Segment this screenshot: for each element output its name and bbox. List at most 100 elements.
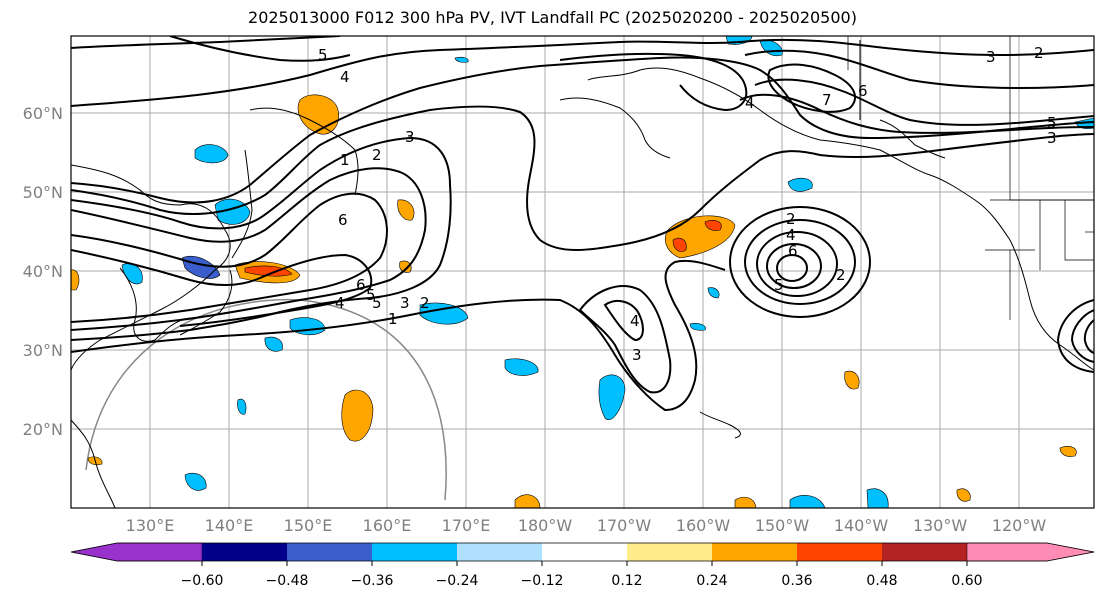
lon-label: 180°W bbox=[518, 516, 573, 535]
pv-anomaly-shading bbox=[71, 36, 1094, 508]
contour-line bbox=[71, 105, 1094, 251]
contour-line bbox=[71, 167, 427, 331]
contour-line bbox=[767, 63, 856, 113]
pv-blob-positive bbox=[734, 496, 757, 508]
colorbar-tick-label: −0.12 bbox=[521, 573, 564, 589]
contour-label: 4 bbox=[630, 312, 640, 330]
contour-label: 5 bbox=[1047, 114, 1057, 132]
lat-label: 30°N bbox=[23, 341, 63, 360]
map-title: 2025013000 F012 300 hPa PV, IVT Landfall… bbox=[248, 8, 857, 27]
colorbar-tick-label: −0.60 bbox=[181, 573, 224, 589]
colorbar-segment bbox=[966, 542, 1095, 562]
colorbar-tick-label: 0.36 bbox=[781, 573, 812, 589]
contour-label: 5 bbox=[774, 276, 784, 294]
colorbar-segment bbox=[882, 543, 967, 561]
pv-blob-positive bbox=[956, 488, 971, 502]
colorbar-segment bbox=[70, 542, 203, 562]
colorbar-segment bbox=[797, 543, 882, 561]
lon-label: 130°E bbox=[126, 516, 175, 535]
pv-blob-positive bbox=[514, 494, 541, 508]
contour-label: 7 bbox=[822, 91, 832, 109]
lon-label: 170°E bbox=[442, 516, 491, 535]
contour-label: 3 bbox=[400, 294, 410, 312]
contour-label: 6 bbox=[858, 82, 868, 100]
lon-label: 130°W bbox=[913, 516, 968, 535]
pv-blob-negative bbox=[264, 336, 283, 352]
colorbar-segment bbox=[627, 543, 712, 561]
contour-line bbox=[744, 219, 856, 305]
contour-line bbox=[71, 36, 341, 49]
contour-label: 3 bbox=[986, 48, 996, 66]
contour-line bbox=[169, 36, 351, 62]
contour-label: 4 bbox=[745, 94, 755, 112]
pv-blob-negative bbox=[598, 374, 626, 420]
lat-label: 20°N bbox=[23, 420, 63, 439]
colorbar-tick-label: −0.36 bbox=[351, 573, 394, 589]
lat-label: 50°N bbox=[23, 183, 63, 202]
contour-line bbox=[71, 136, 452, 341]
pv-blob-positive bbox=[399, 260, 412, 273]
pv-blob-negative bbox=[454, 56, 469, 63]
pv-blob-positive-strong bbox=[672, 237, 687, 252]
colorbar-outline bbox=[70, 542, 1095, 562]
lat-label: 40°N bbox=[23, 262, 63, 281]
colorbar-tick-label: 0.48 bbox=[866, 573, 897, 589]
pv-blob-negative bbox=[237, 398, 247, 415]
contour-line bbox=[71, 249, 373, 327]
pv-blob-positive bbox=[397, 199, 415, 221]
borders bbox=[847, 36, 1094, 320]
colorbar-segment bbox=[542, 543, 627, 561]
pv-blob-negative bbox=[787, 177, 813, 192]
pv-blob-negative bbox=[866, 488, 889, 508]
lon-label: 160°W bbox=[676, 516, 731, 535]
contour-line bbox=[578, 285, 672, 394]
contour-line bbox=[754, 78, 1094, 126]
lon-label: 150°E bbox=[284, 516, 333, 535]
pv-blob-positive-strong bbox=[244, 265, 293, 277]
contour-label: 4 bbox=[335, 294, 345, 312]
contour-line bbox=[71, 40, 741, 107]
lon-label: 120°W bbox=[992, 516, 1047, 535]
contour-label: 3 bbox=[405, 128, 415, 146]
lon-label: 140°E bbox=[205, 516, 254, 535]
contour-line bbox=[766, 243, 822, 289]
colorbar-segment bbox=[287, 543, 372, 561]
contour-line bbox=[739, 38, 1094, 57]
pv-blob-positive bbox=[71, 269, 80, 291]
contour-label: 2 bbox=[786, 210, 796, 228]
gridlines bbox=[71, 36, 1094, 508]
pv-blob-negative bbox=[789, 495, 826, 508]
colorbar: −0.60 −0.48 −0.36 −0.24 −0.12 0.12 0.24 … bbox=[70, 542, 1095, 589]
colorbar-segment bbox=[202, 543, 287, 561]
lon-label: 160°E bbox=[363, 516, 412, 535]
colorbar-segment bbox=[457, 543, 542, 561]
contour-line bbox=[744, 49, 1094, 90]
coastlines bbox=[71, 40, 1094, 508]
contour-line bbox=[71, 56, 1094, 204]
contour-label: 2 bbox=[420, 294, 430, 312]
colorbar-tick-label: −0.48 bbox=[266, 573, 309, 589]
pv-blob-positive bbox=[1059, 446, 1077, 457]
contour-label: 3 bbox=[1047, 129, 1057, 147]
contour-line bbox=[559, 52, 748, 112]
contour-line bbox=[603, 299, 644, 342]
pv-blob-negative bbox=[689, 323, 706, 331]
lon-label: 140°W bbox=[834, 516, 889, 535]
colorbar-ticks bbox=[201, 561, 968, 566]
colorbar-tick-label: −0.24 bbox=[436, 573, 479, 589]
contour-label: 2 bbox=[836, 266, 846, 284]
contour-line bbox=[1070, 309, 1094, 363]
contour-label: 1 bbox=[388, 310, 398, 328]
contour-label: 5 bbox=[318, 46, 328, 64]
lon-label: 150°W bbox=[755, 516, 810, 535]
contour-line bbox=[1056, 299, 1094, 373]
map-background bbox=[71, 36, 1094, 508]
contour-label: 6 bbox=[338, 211, 348, 229]
colorbar-segment bbox=[712, 543, 797, 561]
colorbar-segment bbox=[372, 543, 457, 561]
pv-blob-negative bbox=[419, 302, 469, 325]
lon-label: 170°W bbox=[597, 516, 652, 535]
contour-label: 1 bbox=[340, 151, 350, 169]
colorbar-tick-label: 0.12 bbox=[611, 573, 642, 589]
pv-blob-negative bbox=[194, 144, 229, 164]
